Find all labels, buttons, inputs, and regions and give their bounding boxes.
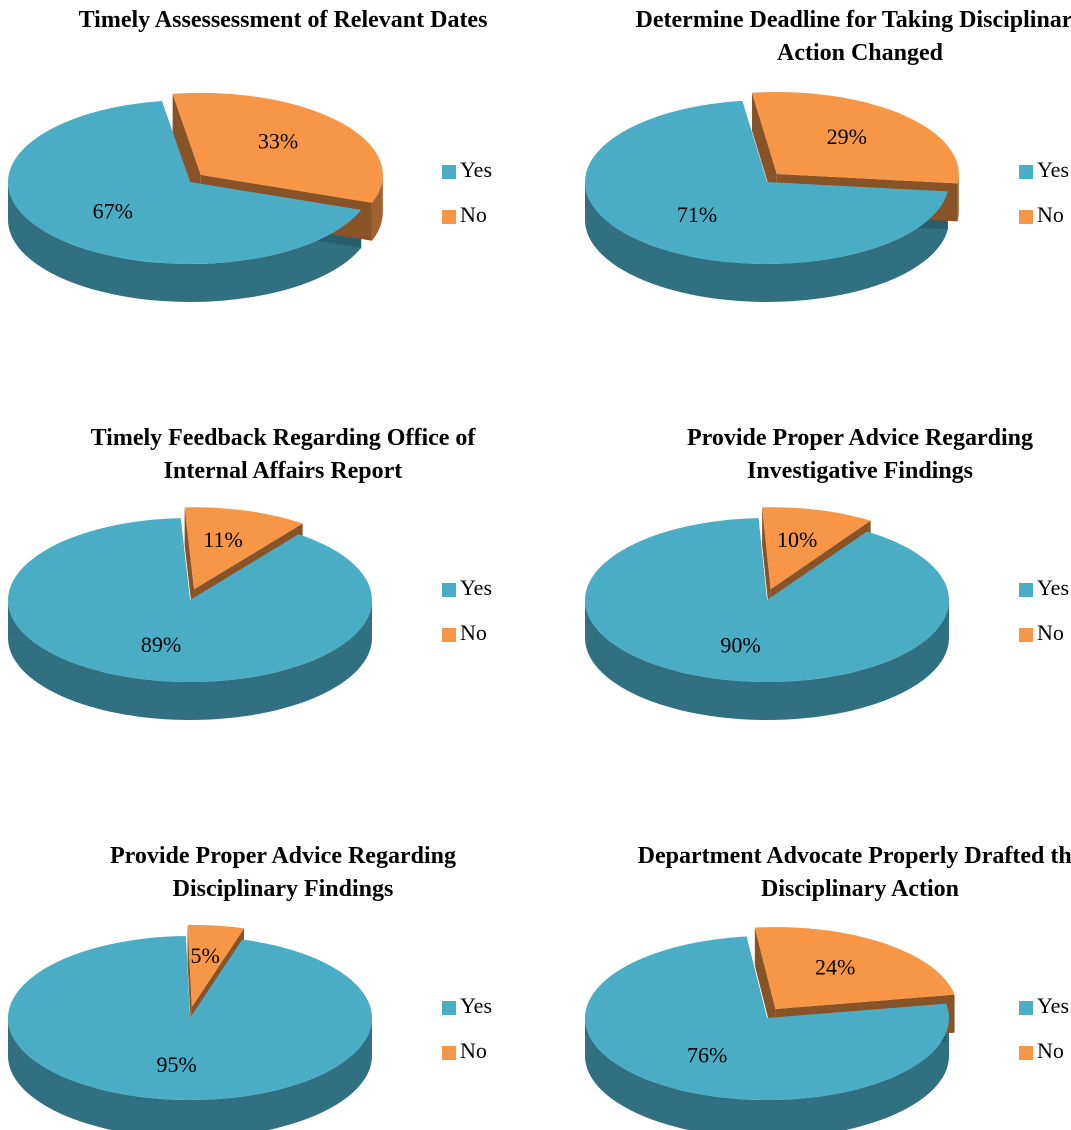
- legend-label: Yes: [1037, 575, 1069, 600]
- legend-swatch: [1019, 628, 1033, 642]
- data-label: 29%: [827, 124, 867, 149]
- data-label: 76%: [687, 1042, 727, 1067]
- slice-side: [585, 1018, 949, 1130]
- slice-side: [187, 924, 192, 1045]
- legend-swatch: [1019, 583, 1033, 597]
- slice: [172, 92, 383, 203]
- legend-swatch: [442, 210, 456, 224]
- legend-label: Yes: [1037, 157, 1069, 182]
- slice-side: [754, 927, 776, 1048]
- data-label: 89%: [141, 632, 181, 657]
- slice-side: [371, 174, 383, 241]
- chart-title: Provide Proper Advice Regarding Investig…: [687, 425, 1033, 484]
- chart-title: Timely Assessessment of Relevant Dates: [78, 7, 488, 33]
- legend-swatch: [1019, 165, 1033, 179]
- legend-swatch: [1019, 210, 1033, 224]
- legend-label: Yes: [460, 575, 492, 600]
- slice-side: [762, 507, 771, 628]
- slice-side: [8, 600, 372, 720]
- slice: [585, 100, 948, 265]
- data-label: 95%: [157, 1052, 197, 1077]
- slice-side: [8, 1018, 372, 1130]
- legend-label: No: [460, 1038, 487, 1063]
- legend-swatch: [1019, 1046, 1033, 1060]
- legend-label: No: [1037, 202, 1064, 227]
- legend-label: No: [1037, 620, 1064, 645]
- data-label: 5%: [191, 943, 220, 968]
- data-label: 71%: [677, 202, 717, 227]
- legend-label: No: [460, 620, 487, 645]
- chart-title: Determine Deadline for Taking Disciplina…: [635, 7, 1071, 66]
- legend-swatch: [442, 165, 456, 179]
- slice: [754, 927, 955, 1010]
- data-label: 90%: [720, 633, 760, 658]
- slice-side: [184, 507, 195, 628]
- legend-label: Yes: [1037, 993, 1069, 1018]
- data-label: 24%: [815, 955, 855, 980]
- slice: [762, 507, 871, 590]
- slice: [751, 91, 959, 184]
- slice: [585, 936, 949, 1100]
- legend-swatch: [442, 628, 456, 642]
- slice: [8, 100, 362, 265]
- slice: [7, 936, 372, 1100]
- legend-swatch: [442, 1001, 456, 1015]
- legend-swatch: [1019, 1001, 1033, 1015]
- slice-side: [585, 600, 949, 720]
- slice-side: [751, 92, 777, 212]
- data-label: 33%: [258, 129, 298, 154]
- legend-label: Yes: [460, 157, 492, 182]
- data-label: 67%: [93, 198, 133, 223]
- slice: [184, 507, 303, 590]
- legend-label: No: [1037, 1038, 1064, 1063]
- data-label: 10%: [777, 527, 817, 552]
- data-label: 11%: [203, 527, 243, 552]
- slice: [8, 518, 373, 682]
- chart-title: Provide Proper Advice Regarding Discipli…: [110, 843, 456, 902]
- slice-side: [8, 182, 362, 302]
- slice: [585, 518, 949, 682]
- legend-swatch: [442, 583, 456, 597]
- slice-side: [957, 173, 959, 222]
- legend-swatch: [442, 1046, 456, 1060]
- chart-title: Department Advocate Properly Drafted the…: [637, 843, 1071, 902]
- legend-label: No: [460, 202, 487, 227]
- legend-label: Yes: [460, 993, 492, 1018]
- slice: [187, 924, 245, 1007]
- chart-title: Timely Feedback Regarding Office of Inte…: [90, 425, 476, 484]
- slice-side: [585, 182, 948, 302]
